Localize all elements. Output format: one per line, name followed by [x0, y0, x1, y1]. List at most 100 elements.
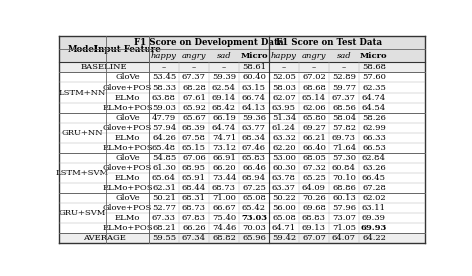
Text: ELMo+POS: ELMo+POS	[102, 224, 153, 232]
Text: Input Feature: Input Feature	[94, 45, 161, 54]
Bar	[59, 83, 425, 92]
Bar	[59, 163, 425, 173]
Text: 68.34: 68.34	[242, 134, 266, 142]
Text: 67.61: 67.61	[182, 94, 206, 102]
Text: ELMo+POS: ELMo+POS	[102, 104, 153, 112]
Text: ELMo: ELMo	[115, 174, 140, 182]
Text: 52.89: 52.89	[332, 73, 356, 81]
Text: 69.39: 69.39	[362, 214, 386, 222]
Text: LSTM+SVM: LSTM+SVM	[56, 169, 109, 177]
Text: 66.26: 66.26	[182, 224, 206, 232]
Text: 65.42: 65.42	[242, 204, 266, 212]
Text: 59.77: 59.77	[332, 84, 356, 92]
Text: 63.32: 63.32	[272, 134, 296, 142]
Text: 65.08: 65.08	[242, 194, 266, 202]
Text: 60.30: 60.30	[272, 164, 296, 172]
Bar	[59, 92, 425, 103]
Text: 68.86: 68.86	[332, 184, 356, 192]
Text: 62.07: 62.07	[272, 94, 296, 102]
Text: 73.44: 73.44	[212, 174, 236, 182]
Text: 62.31: 62.31	[152, 184, 176, 192]
Text: 67.83: 67.83	[182, 214, 206, 222]
Text: 63.77: 63.77	[242, 124, 266, 132]
Text: 68.82: 68.82	[212, 234, 236, 242]
Text: 66.21: 66.21	[302, 134, 326, 142]
Text: 62.99: 62.99	[362, 124, 386, 132]
Text: 65.48: 65.48	[152, 144, 176, 152]
Text: Glove+POS: Glove+POS	[103, 84, 152, 92]
Text: 66.53: 66.53	[362, 144, 386, 152]
Text: 65.96: 65.96	[242, 234, 266, 242]
Text: ELMo+POS: ELMo+POS	[102, 184, 153, 192]
Text: 65.83: 65.83	[242, 154, 266, 162]
Text: 68.94: 68.94	[242, 174, 266, 182]
Text: 50.21: 50.21	[152, 194, 176, 202]
Text: 63.26: 63.26	[362, 164, 386, 172]
Text: GloVe: GloVe	[115, 114, 140, 122]
Bar	[59, 143, 425, 153]
Text: 73.03: 73.03	[241, 214, 267, 222]
Text: 51.34: 51.34	[272, 114, 296, 122]
Text: 63.78: 63.78	[272, 174, 296, 182]
Bar	[59, 223, 425, 233]
Text: 63.11: 63.11	[362, 204, 386, 212]
Text: 68.73: 68.73	[212, 184, 236, 192]
Text: 60.13: 60.13	[332, 194, 356, 202]
Text: 65.14: 65.14	[302, 94, 326, 102]
Text: 68.44: 68.44	[182, 184, 206, 192]
Text: GRU+SVM: GRU+SVM	[59, 209, 106, 217]
Bar	[59, 233, 425, 243]
Bar	[59, 153, 425, 163]
Text: 62.06: 62.06	[302, 104, 326, 112]
Text: 59.03: 59.03	[152, 104, 176, 112]
Text: 67.28: 67.28	[362, 184, 386, 192]
Text: F1 Score on Test Data: F1 Score on Test Data	[276, 38, 382, 47]
Text: 64.07: 64.07	[332, 234, 356, 242]
Text: 59.39: 59.39	[212, 73, 236, 81]
Text: 67.58: 67.58	[182, 134, 206, 142]
Text: 57.82: 57.82	[332, 124, 356, 132]
Text: 66.74: 66.74	[242, 94, 266, 102]
Text: 71.05: 71.05	[332, 224, 356, 232]
Text: 65.80: 65.80	[302, 114, 326, 122]
Text: 67.06: 67.06	[182, 154, 206, 162]
Bar	[59, 113, 425, 123]
Text: 68.68: 68.68	[302, 84, 326, 92]
Text: 68.42: 68.42	[212, 104, 236, 112]
Text: –: –	[342, 63, 346, 71]
Text: 73.07: 73.07	[332, 214, 356, 222]
Text: 63.95: 63.95	[272, 104, 296, 112]
Text: 68.28: 68.28	[182, 84, 206, 92]
Text: 69.14: 69.14	[212, 94, 236, 102]
Text: 67.07: 67.07	[302, 234, 326, 242]
Bar	[59, 103, 425, 113]
Text: 63.15: 63.15	[242, 84, 266, 92]
Text: AVERAGE: AVERAGE	[83, 234, 126, 242]
Text: 64.74: 64.74	[212, 124, 236, 132]
Text: 59.36: 59.36	[242, 114, 266, 122]
Text: 71.00: 71.00	[212, 194, 236, 202]
Text: Glove+POS: Glove+POS	[103, 204, 152, 212]
Text: 65.64: 65.64	[152, 174, 176, 182]
Bar	[59, 173, 425, 183]
Text: 64.22: 64.22	[362, 234, 386, 242]
Text: 68.21: 68.21	[152, 224, 176, 232]
Text: 68.31: 68.31	[182, 194, 206, 202]
Text: 71.64: 71.64	[332, 144, 356, 152]
Bar	[59, 203, 425, 213]
Text: 64.71: 64.71	[272, 224, 296, 232]
Text: 65.08: 65.08	[272, 214, 296, 222]
Text: –: –	[192, 63, 196, 71]
Text: 64.54: 64.54	[362, 104, 386, 112]
Text: 68.83: 68.83	[302, 214, 326, 222]
Text: 65.67: 65.67	[182, 114, 206, 122]
Text: –: –	[162, 63, 166, 71]
Text: 65.25: 65.25	[302, 174, 326, 182]
Text: –: –	[312, 63, 316, 71]
Text: 63.37: 63.37	[272, 184, 296, 192]
Text: 59.42: 59.42	[272, 234, 296, 242]
Text: Micro: Micro	[360, 52, 388, 60]
Text: 68.05: 68.05	[302, 154, 326, 162]
Text: 62.02: 62.02	[362, 194, 386, 202]
Text: 69.93: 69.93	[361, 224, 387, 232]
